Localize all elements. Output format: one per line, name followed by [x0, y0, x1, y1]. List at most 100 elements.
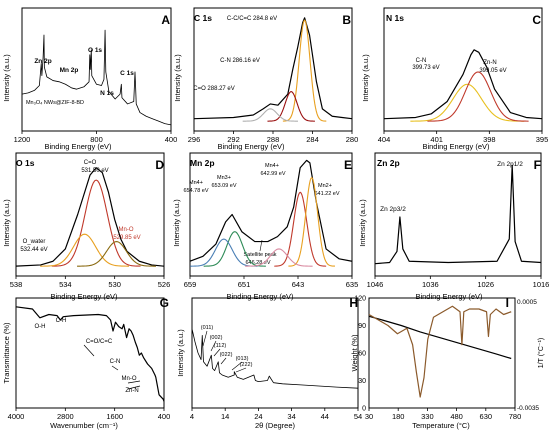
panel-e-xlabel: Binding Energy (eV) [226, 292, 294, 301]
panel-e-annotation-mn4-a: Mn4+ [189, 180, 203, 186]
panel-c-frame [383, 7, 543, 132]
panel-a-frame [21, 7, 172, 132]
panel-b-component-c-o-288-27-ev [242, 108, 298, 122]
panel-f-ylabel: Intensity (a.u.) [358, 199, 367, 247]
panel-e-annotation-mn4-b: Mn4+ [265, 163, 279, 169]
panel-e-annotation-mn2: Mn2+ [318, 183, 332, 189]
panel-i-y2label: 1/T (°C⁻¹) [537, 338, 545, 368]
panel-d-frame [15, 152, 165, 277]
panel-h-xtick-label: 54 [354, 412, 362, 421]
panel-a: A Binding Energy (eV) Intensity (a.u.) Z… [2, 7, 178, 151]
panel-a-annotation-sample: Mn₃O₄ NWs@ZIF-8-BD [26, 100, 84, 106]
panel-c-xtick-label: 401 [430, 135, 443, 144]
panel-a-ylabel: Intensity (a.u.) [2, 54, 11, 102]
panel-h-xtick-label: 34 [287, 412, 295, 421]
panel-d-xtick-label: 534 [59, 280, 72, 289]
panel-c-component-zn-n-399-05-ev [427, 71, 529, 122]
panel-g-annotation-cn: C-N [110, 359, 121, 365]
panel-b-component-c-n-286-16-ev [267, 91, 315, 122]
panel-f-annotation-zn2p3: Zn 2p3/2 [380, 206, 406, 213]
panel-d-series-line-0 [15, 167, 165, 267]
panel-h-annotation-011: (011) [201, 325, 214, 331]
panel-i-ytick-label: 60 [358, 351, 366, 358]
panel-g-series-line [15, 306, 165, 402]
panel-h-ylabel: Intensity (a.u.) [176, 329, 185, 377]
panel-d-annotation-owater: O_water [23, 239, 46, 245]
panel-e-annotation-mn2-energy: 641.22 eV [314, 191, 339, 197]
panel-f-xtick-label: 1026 [477, 280, 494, 289]
panel-a-xtick-label: 400 [165, 135, 178, 144]
panel-i-ytick-label: 90 [358, 323, 366, 330]
panel-b-xtick-label: 288 [267, 135, 280, 144]
panel-c-xtick-label: 404 [378, 135, 391, 144]
panel-h-annotation-arrow [231, 361, 243, 371]
panel-h-annotation-013: (013) [236, 356, 249, 362]
panel-b-xtick-label: 280 [346, 135, 359, 144]
panel-i-xlabel: Temperature (°C) [412, 421, 470, 430]
panel-i-ytick-label: 30 [358, 378, 366, 385]
panel-letter-f: F [534, 158, 541, 172]
panel-i-xtick-label: 180 [392, 412, 405, 421]
panel-h-xlabel: 2θ (Degree) [255, 421, 296, 430]
panel-c-xtick-label: 398 [483, 135, 496, 144]
panel-g-frame [15, 297, 165, 409]
panel-e-annotation-satellite-energy: 646.28 eV [245, 260, 270, 266]
panel-d-xtick-label: 526 [158, 280, 171, 289]
panel-i-ylabel: Weight (%) [350, 334, 359, 371]
panel-g-annotation-arrow [111, 365, 119, 371]
panel-g-annotation-oh: O-H [35, 324, 46, 330]
panel-c-title: N 1s [386, 13, 404, 23]
panel-i-frame [368, 297, 516, 409]
panel-e-annotation-mn4-b-energy: 642.99 eV [260, 171, 285, 177]
panel-d-annotation-co: C=O [84, 160, 97, 166]
panel-d-xtick-label: 530 [108, 280, 121, 289]
panel-h-annotation-arrow [220, 357, 227, 365]
panel-i-xtick-label: 480 [450, 412, 463, 421]
panel-b-annotation-cn: C-N 286.16 eV [220, 58, 260, 64]
panel-g-annotation-mno: Mn-O [122, 376, 137, 382]
panel-f-xtick-label: 1036 [422, 280, 439, 289]
panel-g-annotation-arrow [127, 385, 141, 390]
panel-c-annotation-znn-energy: 399.05 eV [479, 68, 506, 74]
panel-c-ylabel: Intensity (a.u.) [361, 54, 370, 102]
panel-h-frame [191, 297, 359, 409]
panel-e-annotation-mn3-energy: 653.09 eV [211, 183, 236, 189]
panel-h-annotation-arrow [210, 340, 217, 352]
panel-letter-b: B [342, 13, 351, 27]
panel-letter-i: I [506, 296, 509, 310]
panel-a-annotation-c1s: C 1s [120, 70, 134, 77]
panel-i: I Temperature (°C) Weight (%) 1/T (°C⁻¹)… [350, 296, 545, 430]
panel-e-xtick-label: 651 [238, 280, 251, 289]
panel-e: E Mn 2p Binding Energy (eV) Intensity (a… [172, 152, 359, 301]
panel-a-xtick-label: 1200 [14, 135, 31, 144]
panel-f: F Zn 2p Binding Energy (eV) Intensity (a… [358, 152, 549, 301]
panel-e-satellite-arrow [259, 239, 263, 252]
panel-d-xtick-label: 538 [10, 280, 23, 289]
panel-h-annotation-arrow [235, 367, 247, 373]
panel-d-component-mn-o-529-85-ev [77, 241, 156, 267]
panel-i-xtick-label: 630 [480, 412, 493, 421]
panel-f-xtick-label: 1046 [367, 280, 384, 289]
panel-g-annotation-arrow [127, 380, 141, 384]
panel-i-ytick-label: 120 [354, 296, 366, 303]
panel-e-frame [189, 152, 353, 277]
panel-a-annotation-mn2p: Mn 2p [60, 67, 79, 74]
panel-g-xlabel: Wavenumber (cm⁻¹) [50, 421, 118, 430]
panel-a-xlabel: Binding Energy (eV) [44, 142, 112, 151]
panel-e-xtick-label: 635 [346, 280, 359, 289]
panel-f-frame [374, 152, 542, 277]
panel-c-annotation-cn-energy: 399.73 eV [412, 65, 439, 71]
panel-c-annotation-znn: Zn-N [483, 60, 496, 66]
panel-a-xtick-label: 800 [90, 135, 103, 144]
panel-letter-a: A [161, 13, 170, 27]
panel-g-xtick-label: 2800 [57, 412, 74, 421]
panel-c-xtick-label: 395 [536, 135, 549, 144]
panel-g-annotation-co: C=O/C=C [86, 339, 113, 345]
panel-b-xtick-label: 296 [188, 135, 201, 144]
panel-h: H 2θ (Degree) Intensity (a.u.) (011) (00… [176, 296, 362, 430]
panel-h-annotation-022: (022) [220, 352, 233, 358]
panel-e-series-line-0 [189, 159, 353, 262]
panel-c: C N 1s Binding Energy (eV) Intensity (a.… [361, 7, 549, 151]
panel-c-series-line-0 [383, 49, 543, 120]
